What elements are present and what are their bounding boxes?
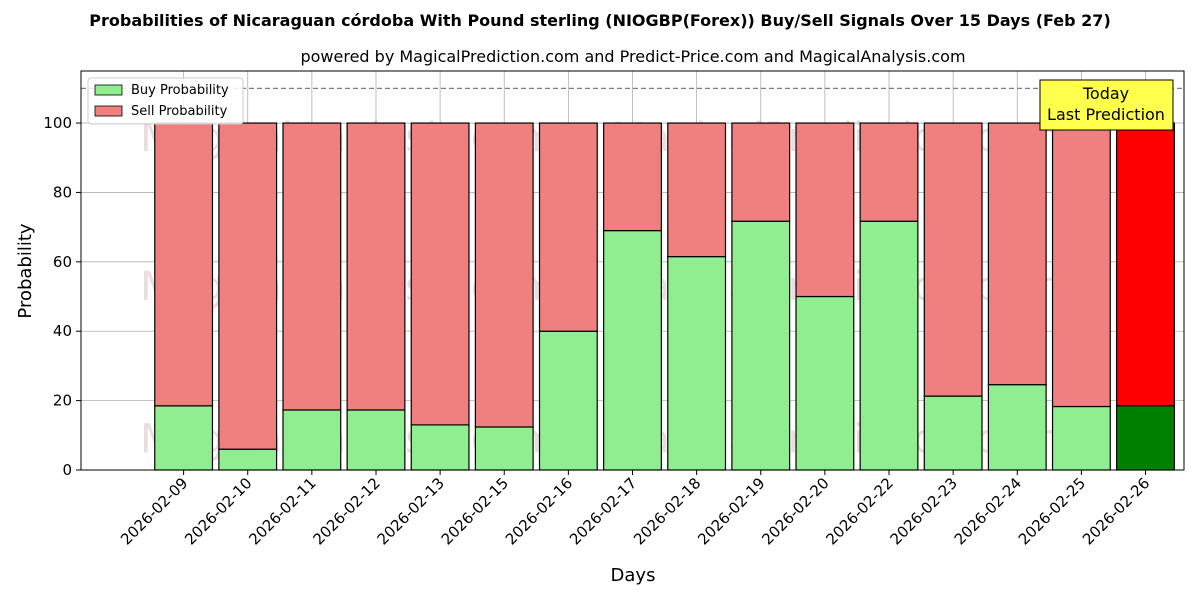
chart-subtitle: powered by MagicalPrediction.com and Pre… — [300, 47, 965, 66]
bar-buy — [282, 409, 342, 471]
annotation-line-last-prediction: Last Prediction — [1047, 105, 1165, 124]
bar-buy — [859, 220, 919, 471]
bars — [154, 122, 1175, 471]
bar-sell — [1116, 122, 1175, 407]
legend-box — [87, 77, 244, 125]
x-tick-label: 2026-02-10 — [181, 474, 255, 548]
chart-title: Probabilities of Nicaraguan córdoba With… — [89, 11, 1111, 30]
y-tick-label: 20 — [53, 392, 72, 410]
bar-sell — [987, 122, 1047, 386]
x-tick-label: 2026-02-26 — [1079, 474, 1153, 548]
annotation-box — [1039, 79, 1174, 131]
bar-sell — [282, 122, 342, 411]
bar-sell — [410, 122, 470, 426]
x-tick-label: 2026-02-15 — [438, 474, 512, 548]
bar-buy — [667, 256, 727, 471]
x-tick-label: 2026-02-25 — [1015, 474, 1089, 548]
bar-buy — [410, 424, 470, 471]
bar-buy — [603, 230, 662, 471]
annotation-line-today: Today — [1082, 84, 1129, 103]
bar-buy — [1051, 405, 1111, 471]
legend-label-sell: Sell Probability — [131, 104, 228, 119]
bar-buy — [731, 220, 791, 471]
x-tick-label: 2026-02-12 — [309, 474, 383, 548]
bar-buy — [218, 448, 278, 471]
legend-swatch-buy — [94, 84, 123, 96]
bar-sell — [603, 122, 662, 232]
bar-sell — [218, 122, 278, 450]
legend-swatch-sell — [94, 105, 123, 117]
today-annotation: Today Last Prediction — [1039, 79, 1174, 131]
x-tick-label: 2026-02-23 — [887, 474, 961, 548]
x-axis-label: Days — [611, 565, 656, 586]
bar-sell — [346, 122, 406, 411]
y-tick-label: 80 — [53, 183, 72, 201]
bar-sell — [859, 122, 919, 222]
legend: Buy Probability Sell Probability — [87, 77, 244, 125]
x-tick-label: 2026-02-20 — [758, 474, 832, 548]
legend-label-buy: Buy Probability — [131, 83, 229, 98]
x-tick-label: 2026-02-18 — [630, 474, 704, 548]
bar-sell — [795, 122, 855, 298]
bar-sell — [1051, 122, 1111, 408]
y-tick-label: 40 — [53, 322, 72, 340]
bar-buy — [987, 384, 1047, 471]
bar-buy — [1116, 405, 1175, 471]
bar-sell — [667, 122, 727, 258]
bar-sell — [538, 122, 598, 332]
x-tick-label: 2026-02-09 — [117, 474, 191, 548]
x-axis-ticks: 2026-02-092026-02-102026-02-112026-02-12… — [117, 470, 1153, 548]
bar-sell — [154, 122, 214, 407]
x-tick-label: 2026-02-16 — [502, 474, 576, 548]
x-tick-label: 2026-02-22 — [822, 474, 896, 548]
bar-buy — [538, 330, 598, 471]
bar-buy — [346, 409, 406, 471]
bar-buy — [923, 395, 983, 471]
bar-sell — [923, 122, 983, 397]
bar-sell — [731, 122, 791, 222]
x-tick-label: 2026-02-13 — [374, 474, 448, 548]
bar-buy — [154, 405, 214, 471]
bar-buy — [795, 295, 855, 471]
x-tick-label: 2026-02-11 — [245, 474, 319, 548]
x-tick-label: 2026-02-17 — [566, 474, 640, 548]
y-axis-ticks: 0 20 40 60 80 100 — [43, 114, 81, 479]
watermarks: MagicalAnalysis.comMagicalPrediction.com… — [140, 115, 1061, 463]
x-tick-label: 2026-02-24 — [951, 474, 1025, 548]
y-axis-label: Probability — [15, 223, 36, 318]
bar-sell — [474, 122, 534, 428]
y-tick-label: 100 — [43, 114, 72, 132]
y-tick-label: 0 — [62, 461, 72, 479]
bar-buy — [474, 426, 534, 471]
y-tick-label: 60 — [53, 253, 72, 271]
x-tick-label: 2026-02-19 — [694, 474, 768, 548]
